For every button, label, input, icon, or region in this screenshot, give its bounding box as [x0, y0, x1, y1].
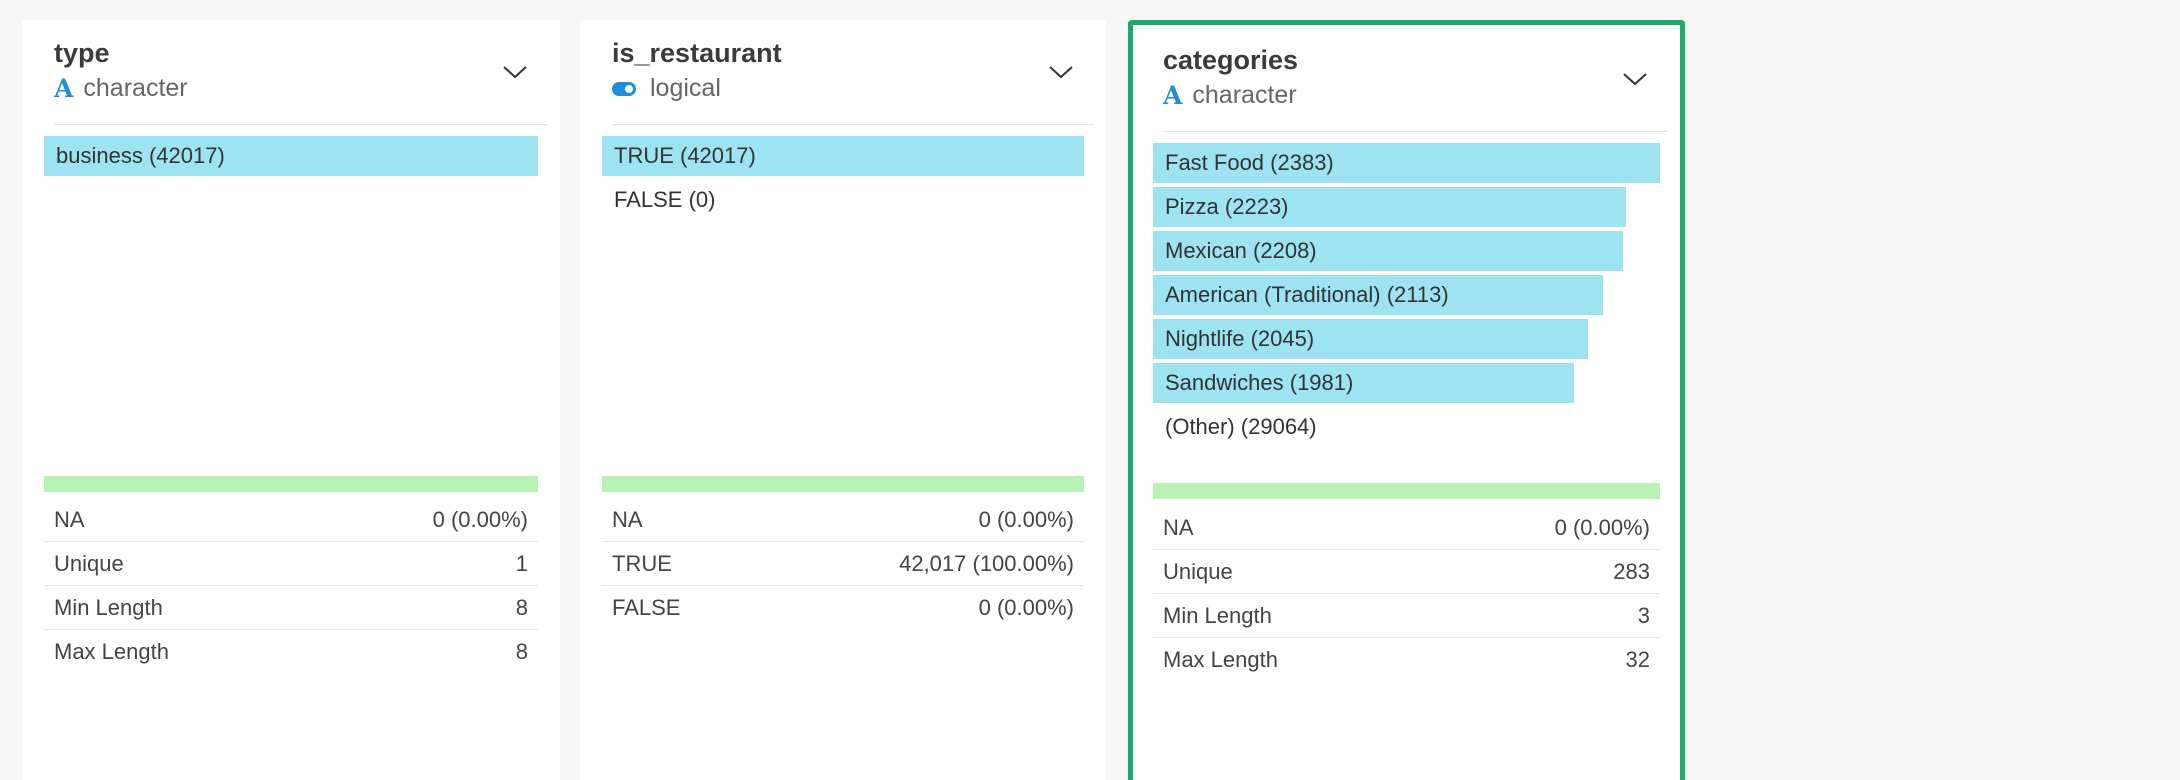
- column-name: is_restaurant: [612, 38, 782, 68]
- value-bar-label: American (Traditional) (2113): [1165, 282, 1449, 307]
- value-bar-label: TRUE (42017): [614, 143, 756, 168]
- stat-key: Unique: [1163, 559, 1233, 584]
- stat-value: 0 (0.00%): [432, 507, 528, 532]
- stat-row: Unique 283: [1153, 550, 1660, 594]
- stat-key: TRUE: [612, 551, 672, 576]
- column-card-is-restaurant[interactable]: is_restaurant logical TRUE (42017) FALSE …: [580, 20, 1106, 780]
- column-header: is_restaurant logical: [612, 38, 1094, 125]
- value-bar-row[interactable]: TRUE (42017): [602, 136, 1084, 176]
- stat-value: 0 (0.00%): [978, 507, 1074, 532]
- value-bar-fill: [44, 136, 538, 176]
- column-type-label: character: [83, 74, 188, 102]
- stat-key: Max Length: [54, 639, 169, 664]
- stat-row: Min Length 3: [1153, 594, 1660, 638]
- stat-key: Max Length: [1163, 647, 1278, 672]
- value-bars: TRUE (42017) FALSE (0): [602, 136, 1084, 224]
- stat-value: 1: [515, 551, 528, 576]
- chevron-down-icon[interactable]: [1622, 71, 1648, 97]
- value-bar-fill: [1153, 363, 1575, 403]
- column-type: A character: [1163, 81, 1297, 110]
- column-type: A character: [54, 74, 188, 103]
- stat-value: 283: [1613, 559, 1650, 584]
- stat-row: Max Length 8: [44, 630, 538, 673]
- logical-type-icon: [612, 81, 636, 96]
- value-bar-label: business (42017): [56, 143, 225, 168]
- value-bar-row[interactable]: business (42017): [44, 136, 538, 176]
- stat-value: 32: [1625, 647, 1650, 672]
- value-bar-label: FALSE (0): [614, 187, 716, 212]
- stat-row: Max Length 32: [1153, 638, 1660, 681]
- stat-row: FALSE 0 (0.00%): [602, 586, 1084, 629]
- value-bar-fill: [1153, 275, 1603, 315]
- stat-key: NA: [1163, 515, 1194, 540]
- chevron-down-icon[interactable]: [1048, 64, 1074, 90]
- column-header: categories A character: [1163, 45, 1668, 132]
- stat-row: NA 0 (0.00%): [602, 498, 1084, 542]
- stat-key: Min Length: [1163, 603, 1272, 628]
- value-bar-label: Mexican (2208): [1165, 238, 1317, 263]
- value-bar-row[interactable]: Mexican (2208): [1153, 231, 1660, 271]
- value-bar-fill: [1153, 231, 1623, 271]
- character-type-icon: A: [1163, 81, 1183, 110]
- stat-key: NA: [612, 507, 643, 532]
- column-card-categories[interactable]: categories A character Fast Food (2383) P…: [1128, 20, 1685, 780]
- value-bar-row[interactable]: FALSE (0): [602, 180, 1084, 220]
- value-bar-fill: [602, 136, 1084, 176]
- stat-key: Min Length: [54, 595, 163, 620]
- stats-table: NA 0 (0.00%) Unique 1 Min Length 8 Max Length 8: [44, 498, 538, 673]
- column-name: type: [54, 38, 110, 68]
- stat-value: 8: [515, 595, 528, 620]
- column-type-label: character: [1192, 81, 1297, 109]
- stat-value: 0 (0.00%): [978, 595, 1074, 620]
- na-bar: [602, 476, 1084, 492]
- value-bar-row[interactable]: Fast Food (2383): [1153, 143, 1660, 183]
- column-type: logical: [612, 74, 721, 103]
- value-bars: Fast Food (2383) Pizza (2223) Mexican (220…: [1153, 143, 1660, 451]
- stat-value: 42,017 (100.00%): [899, 551, 1074, 576]
- value-bar-label: Fast Food (2383): [1165, 150, 1334, 175]
- column-header: type A character: [54, 38, 548, 125]
- chevron-down-icon[interactable]: [502, 64, 528, 90]
- value-bar-fill: [1153, 187, 1627, 227]
- column-card-type[interactable]: type A character business (42017) NA 0 (0…: [22, 20, 560, 780]
- stat-row: NA 0 (0.00%): [1153, 506, 1660, 550]
- value-bar-row[interactable]: Nightlife (2045): [1153, 319, 1660, 359]
- column-name: categories: [1163, 45, 1299, 75]
- stat-row: TRUE 42,017 (100.00%): [602, 542, 1084, 586]
- stat-key: Unique: [54, 551, 124, 576]
- value-bar-row[interactable]: Sandwiches (1981): [1153, 363, 1660, 403]
- stat-value: 3: [1637, 603, 1650, 628]
- value-bar-row[interactable]: (Other) (29064): [1153, 407, 1660, 447]
- value-bar-label: Nightlife (2045): [1165, 326, 1315, 351]
- stat-value: 8: [515, 639, 528, 664]
- value-bar-label: (Other) (29064): [1165, 414, 1317, 439]
- na-bar: [1153, 483, 1660, 499]
- stats-table: NA 0 (0.00%) Unique 283 Min Length 3 Max Lengt…: [1153, 506, 1660, 681]
- column-type-label: logical: [650, 74, 721, 102]
- stat-row: NA 0 (0.00%): [44, 498, 538, 542]
- value-bar-row[interactable]: Pizza (2223): [1153, 187, 1660, 227]
- value-bars: business (42017): [44, 136, 538, 180]
- stat-key: FALSE: [612, 595, 681, 620]
- stats-table: NA 0 (0.00%) TRUE 42,017 (100.00%) FALSE 0 (0…: [602, 498, 1084, 629]
- value-bar-fill: [1153, 319, 1588, 359]
- stat-row: Min Length 8: [44, 586, 538, 630]
- value-bar-label: Pizza (2223): [1165, 194, 1289, 219]
- value-bar-fill: [1153, 143, 1660, 183]
- value-bar-row[interactable]: American (Traditional) (2113): [1153, 275, 1660, 315]
- stat-value: 0 (0.00%): [1554, 515, 1650, 540]
- na-bar: [44, 476, 538, 492]
- stat-key: NA: [54, 507, 85, 532]
- value-bar-label: Sandwiches (1981): [1165, 370, 1354, 395]
- stat-row: Unique 1: [44, 542, 538, 586]
- character-type-icon: A: [54, 74, 74, 103]
